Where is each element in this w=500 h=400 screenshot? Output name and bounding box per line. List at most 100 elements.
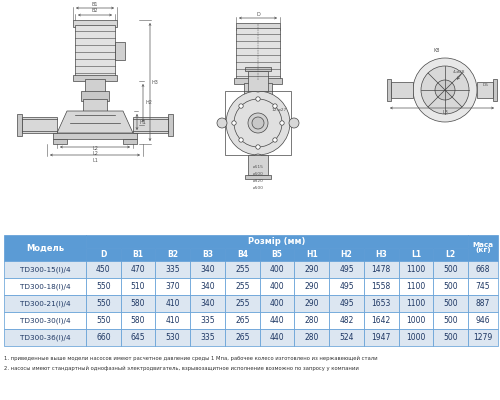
Bar xyxy=(86,312,120,329)
Bar xyxy=(225,329,260,346)
Text: 340: 340 xyxy=(200,265,215,274)
Circle shape xyxy=(421,66,469,114)
Text: TD300-30(I)/4: TD300-30(I)/4 xyxy=(20,317,70,324)
Bar xyxy=(398,329,434,346)
Bar xyxy=(75,25,115,77)
Text: 335: 335 xyxy=(200,333,215,342)
Text: ø115: ø115 xyxy=(252,165,264,169)
Bar xyxy=(294,329,329,346)
Text: Модель: Модель xyxy=(26,244,64,252)
Bar xyxy=(391,82,413,98)
Text: L3: L3 xyxy=(442,110,448,115)
Bar xyxy=(364,261,398,278)
Bar xyxy=(434,248,468,261)
Bar xyxy=(434,295,468,312)
Circle shape xyxy=(217,118,227,128)
Text: 255: 255 xyxy=(235,282,250,291)
Bar xyxy=(468,312,498,329)
Text: B5: B5 xyxy=(272,250,282,259)
Bar xyxy=(260,248,294,261)
Text: 450: 450 xyxy=(96,265,110,274)
Bar xyxy=(156,295,190,312)
Bar xyxy=(120,248,156,261)
Text: 410: 410 xyxy=(166,299,180,308)
Text: TD300-15(I)/4: TD300-15(I)/4 xyxy=(20,266,70,273)
Text: 440: 440 xyxy=(270,316,284,325)
Circle shape xyxy=(256,145,260,149)
Text: L1: L1 xyxy=(411,250,421,259)
Bar xyxy=(260,329,294,346)
Text: 500: 500 xyxy=(444,316,458,325)
Bar xyxy=(236,28,280,80)
Bar xyxy=(190,312,225,329)
Bar xyxy=(83,99,107,111)
Text: H3: H3 xyxy=(376,250,387,259)
Bar xyxy=(434,312,468,329)
Bar xyxy=(434,261,468,278)
Circle shape xyxy=(248,113,268,133)
Circle shape xyxy=(226,91,290,155)
Bar xyxy=(260,312,294,329)
Bar xyxy=(468,261,498,278)
Bar xyxy=(329,312,364,329)
Bar xyxy=(86,248,120,261)
Bar xyxy=(329,248,364,261)
Bar xyxy=(86,295,120,312)
Text: 1478: 1478 xyxy=(372,265,391,274)
Text: H2: H2 xyxy=(145,100,152,106)
Bar xyxy=(190,295,225,312)
Bar xyxy=(398,295,434,312)
Circle shape xyxy=(253,154,263,164)
Bar xyxy=(86,261,120,278)
Text: 1947: 1947 xyxy=(372,333,391,342)
Bar xyxy=(468,295,498,312)
Bar xyxy=(53,133,137,139)
Bar xyxy=(236,23,280,30)
Circle shape xyxy=(435,80,455,100)
Text: 1100: 1100 xyxy=(406,265,426,274)
Bar xyxy=(156,329,190,346)
Text: 580: 580 xyxy=(131,299,146,308)
Bar xyxy=(260,278,294,295)
Bar xyxy=(244,83,272,98)
Text: K8: K8 xyxy=(434,48,440,53)
Bar xyxy=(190,248,225,261)
Text: 470: 470 xyxy=(131,265,146,274)
Text: Маса: Маса xyxy=(472,242,494,248)
Bar xyxy=(73,75,117,81)
Bar xyxy=(294,278,329,295)
Text: 500: 500 xyxy=(444,265,458,274)
Text: 1100: 1100 xyxy=(406,282,426,291)
Bar xyxy=(434,278,468,295)
Text: 4-ø28: 4-ø28 xyxy=(453,70,466,74)
Bar xyxy=(468,278,498,295)
Bar xyxy=(123,139,137,144)
Bar xyxy=(225,312,260,329)
Text: L1: L1 xyxy=(92,158,98,163)
Bar xyxy=(468,329,498,346)
Text: 280: 280 xyxy=(304,316,319,325)
Bar xyxy=(156,312,190,329)
Bar xyxy=(81,91,109,101)
Bar xyxy=(225,248,260,261)
Text: B4: B4 xyxy=(237,250,248,259)
Text: 495: 495 xyxy=(339,282,354,291)
Bar xyxy=(120,312,156,329)
Bar xyxy=(248,71,268,91)
Text: 550: 550 xyxy=(96,316,110,325)
Bar xyxy=(329,295,364,312)
Text: L2: L2 xyxy=(92,151,98,156)
Bar xyxy=(120,261,156,278)
Bar xyxy=(398,261,434,278)
Text: 550: 550 xyxy=(96,299,110,308)
Text: 500: 500 xyxy=(444,299,458,308)
Bar xyxy=(329,261,364,278)
Text: B3: B3 xyxy=(202,250,213,259)
Bar xyxy=(4,278,86,295)
Text: 265: 265 xyxy=(235,316,250,325)
Text: 1279: 1279 xyxy=(474,333,492,342)
Bar xyxy=(156,248,190,261)
Bar xyxy=(4,295,86,312)
Bar xyxy=(120,295,156,312)
Text: 290: 290 xyxy=(304,282,319,291)
